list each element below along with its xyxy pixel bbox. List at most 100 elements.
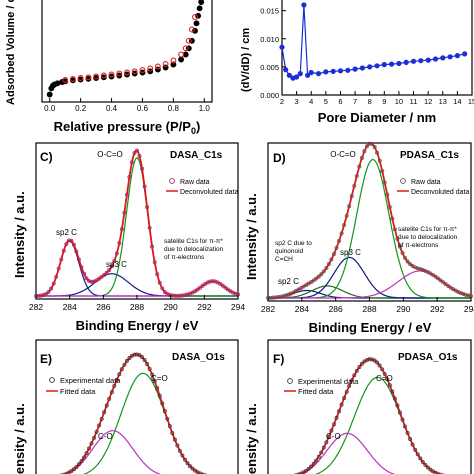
panel-a-x-label-close: ) xyxy=(196,119,200,134)
panel-f-raw-point-108 xyxy=(403,424,407,429)
panel-b-y-tick-label-2: 0.010 xyxy=(260,35,279,44)
panel-a-x-label: Relative pressure (P/P0) xyxy=(54,119,201,136)
panel-e-raw-point-102 xyxy=(162,409,167,414)
panel-f-legend: Experimental data Fitted data xyxy=(284,377,359,396)
panel-c-x-tick-label-3: 288 xyxy=(130,302,144,312)
panel-b-point-13 xyxy=(345,67,351,73)
panel-c-raw-point-140 xyxy=(210,279,215,284)
panel-b-point-4 xyxy=(294,74,300,80)
panel-a-x-tick-label-0: 0.0 xyxy=(44,104,56,113)
panel-d-raw-point-94 xyxy=(385,192,390,197)
panel-d-raw-point-14 xyxy=(283,293,288,298)
panel-e-raw-point-28 xyxy=(69,469,74,474)
panel-b-point-5 xyxy=(297,71,303,77)
panel-c-sp3-label: sp3 C xyxy=(106,260,127,269)
panel-c-legend: Raw data Deconvoluted data xyxy=(166,178,238,196)
panel-c-raw-point-36 xyxy=(79,265,84,270)
panel-c-legend-raw-marker xyxy=(169,178,175,184)
panel-e-dasa-o1s: E) DASA_O1s Experimental data Fitted dat… xyxy=(12,339,239,474)
panel-d-raw-point-62 xyxy=(344,213,349,218)
panel-d-raw-point-120 xyxy=(418,267,423,272)
panel-a-x-tick-label-1: 0.2 xyxy=(75,104,87,113)
panel-f-raw-point-38 xyxy=(314,458,319,463)
panel-c-x-tick-label-5: 292 xyxy=(197,302,211,312)
panel-b-x-tick-label-13: 15 xyxy=(468,97,474,106)
panel-d-raw-point-46 xyxy=(324,266,329,270)
panel-d-raw-point-36 xyxy=(311,278,316,283)
panel-c-raw-point-44 xyxy=(89,279,94,284)
panel-e-raw-point-36 xyxy=(79,459,84,464)
panel-a-x-tick-label-3: 0.6 xyxy=(137,104,149,113)
panel-d-raw-point-58 xyxy=(339,231,344,236)
panel-e-raw-point-88 xyxy=(145,362,150,366)
panel-d-raw-point-122 xyxy=(420,268,425,272)
panel-e-marks xyxy=(59,352,209,474)
panel-e-raw-point-90 xyxy=(147,366,152,371)
panel-b-point-23 xyxy=(418,58,424,64)
panel-e-raw-point-108 xyxy=(170,431,175,436)
panel-b-point-8 xyxy=(308,69,314,76)
panel-d-sp3-label: sp3 C xyxy=(340,248,361,257)
panel-b-point-7 xyxy=(305,72,311,78)
panel-d-x-tick-label-6: 294 xyxy=(464,304,474,314)
panel-d-component-0 xyxy=(267,289,471,299)
panel-f-raw-point-48 xyxy=(326,434,331,439)
panel-c-x-tick-label-2: 286 xyxy=(96,302,110,312)
panel-d-raw-point-76 xyxy=(362,149,367,154)
panel-c-raw-point-128 xyxy=(195,287,200,292)
panel-d-x-tick-label-3: 288 xyxy=(362,304,376,314)
panel-e-raw-point-38 xyxy=(82,455,86,460)
panel-c-raw-point-38 xyxy=(82,271,86,276)
panel-d-y-label: Intensity / a.u. xyxy=(244,193,259,280)
panel-c-legend-fit-label: Deconvoluted data xyxy=(180,189,238,196)
panel-d-raw-point-34 xyxy=(309,280,314,285)
panel-a-desorption-point-13 xyxy=(162,61,169,67)
panel-e-component-0 xyxy=(82,372,204,474)
panel-a-desorption-point-1 xyxy=(69,76,76,82)
panel-d-raw-point-156 xyxy=(463,292,468,297)
panel-f-raw-point-34 xyxy=(309,464,314,469)
panel-c-raw-point-18 xyxy=(56,266,61,271)
panel-e-raw-point-30 xyxy=(71,467,76,472)
panel-c-raw-point-94 xyxy=(152,260,157,265)
panel-b-y-tick-label-1: 0.005 xyxy=(260,63,279,72)
panel-d-raw-point-48 xyxy=(326,262,331,266)
panel-c-x-ticks: 282 284 286 288 290 292 294 xyxy=(29,295,245,312)
panel-a-x-tick-label-2: 0.4 xyxy=(106,104,118,113)
panel-e-raw-point-58 xyxy=(107,396,112,401)
panel-a-desorption-point-4 xyxy=(93,73,100,80)
panel-d-x-tick-label-5: 292 xyxy=(430,304,444,314)
panel-f-legend-raw-marker xyxy=(287,378,293,384)
panel-f-raw-point-116 xyxy=(413,447,418,452)
panel-c-raw-point-56 xyxy=(104,270,109,275)
panel-f-co-label: C-O xyxy=(326,432,341,441)
panel-c-raw-point-34 xyxy=(76,257,81,262)
panel-d-peak-label: O-C=O xyxy=(330,150,356,159)
panel-e-legend-raw-label: Experimental data xyxy=(60,376,121,385)
panel-e-raw-point-132 xyxy=(200,472,205,474)
panel-c-raw-point-90 xyxy=(147,225,152,230)
panel-c-raw-point-28 xyxy=(69,238,74,243)
panel-c-x-label: Binding Energy / eV xyxy=(76,318,199,333)
panel-d-raw-point-158 xyxy=(466,293,471,298)
panel-c-raw-point-32 xyxy=(74,249,79,254)
panel-c-raw-point-22 xyxy=(61,248,66,253)
panel-f-raw-point-136 xyxy=(438,472,443,474)
panel-c-raw-point-148 xyxy=(220,283,225,288)
panel-f-raw-point-46 xyxy=(324,440,329,445)
panel-c-satellite-label-2: due to delocalization xyxy=(164,246,224,253)
panel-c-raw-point-52 xyxy=(99,274,104,279)
panel-b-y-tick-label-0: 0.000 xyxy=(260,91,279,100)
panel-a-x-label-sub: 0 xyxy=(191,126,196,136)
panel-c-raw-point-84 xyxy=(140,166,145,171)
panel-c-dasa-c1s: 282 284 286 288 290 292 294 C) DASA_C1s O-C=O … xyxy=(12,142,245,333)
panel-e-raw-point-98 xyxy=(157,393,162,398)
panel-d-pdasa-c1s: 282 284 286 288 290 292 294 D) PDASA_C1s O-C=O… xyxy=(244,141,474,335)
panel-e-raw-point-106 xyxy=(167,424,172,429)
panel-b-x-tick-label-2: 4 xyxy=(309,97,313,106)
panel-f-raw-point-24 xyxy=(296,472,301,474)
panel-a-desorption-point-15 xyxy=(178,51,185,58)
panel-a-desorption-point-7 xyxy=(116,70,123,77)
panel-c-raw-point-110 xyxy=(172,293,177,298)
panel-c-raw-point-112 xyxy=(175,293,180,298)
